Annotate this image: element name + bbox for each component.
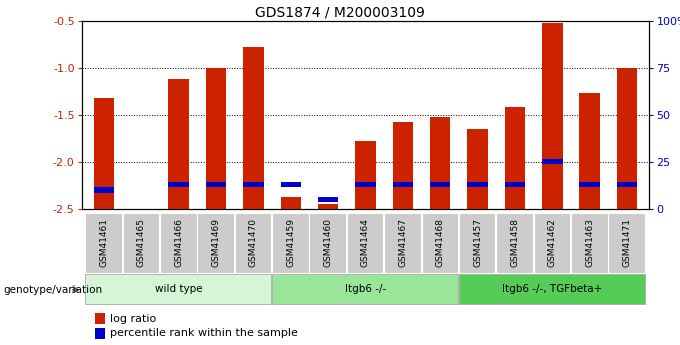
Text: wild type: wild type xyxy=(155,284,203,294)
Bar xyxy=(235,213,271,273)
Bar xyxy=(160,213,197,273)
Bar xyxy=(384,213,421,273)
Bar xyxy=(496,213,533,273)
Text: genotype/variation: genotype/variation xyxy=(3,285,103,295)
Bar xyxy=(169,182,189,187)
Bar xyxy=(617,68,637,209)
Bar xyxy=(355,182,376,187)
Bar xyxy=(542,22,562,209)
Bar xyxy=(430,182,450,187)
Bar xyxy=(318,197,339,202)
Bar xyxy=(459,213,496,273)
Bar xyxy=(392,122,413,209)
Bar xyxy=(206,182,226,187)
Text: GSM41461: GSM41461 xyxy=(99,218,109,267)
Text: GSM41459: GSM41459 xyxy=(286,218,295,267)
Text: GSM41471: GSM41471 xyxy=(622,218,632,267)
Bar xyxy=(85,213,122,273)
Text: GDS1874 / M200003109: GDS1874 / M200003109 xyxy=(255,5,425,19)
Bar xyxy=(355,141,376,209)
Bar xyxy=(95,313,105,324)
Bar xyxy=(197,213,234,273)
Text: GSM41458: GSM41458 xyxy=(511,218,520,267)
Bar xyxy=(467,129,488,209)
Bar xyxy=(467,182,488,187)
Bar xyxy=(534,213,571,273)
Text: percentile rank within the sample: percentile rank within the sample xyxy=(110,328,298,338)
Bar xyxy=(122,213,159,273)
Bar xyxy=(272,274,458,304)
Bar xyxy=(505,182,525,187)
Text: log ratio: log ratio xyxy=(110,314,156,324)
Text: GSM41470: GSM41470 xyxy=(249,218,258,267)
Bar xyxy=(617,182,637,187)
Text: GSM41463: GSM41463 xyxy=(585,218,594,267)
Bar xyxy=(430,117,450,209)
Bar xyxy=(318,204,339,209)
Bar xyxy=(169,79,189,209)
Text: GSM41466: GSM41466 xyxy=(174,218,183,267)
Text: Itgb6 -/-: Itgb6 -/- xyxy=(345,284,386,294)
Bar xyxy=(505,107,525,209)
Bar xyxy=(579,93,600,209)
Bar xyxy=(243,182,264,187)
Bar xyxy=(609,213,645,273)
Bar xyxy=(95,328,105,339)
Text: GSM41469: GSM41469 xyxy=(211,218,220,267)
Text: GSM41460: GSM41460 xyxy=(324,218,333,267)
Text: GSM41462: GSM41462 xyxy=(548,218,557,267)
Bar xyxy=(309,213,346,273)
Bar xyxy=(281,197,301,209)
Bar xyxy=(281,182,301,187)
Bar xyxy=(94,98,114,209)
Text: GSM41457: GSM41457 xyxy=(473,218,482,267)
Text: GSM41468: GSM41468 xyxy=(436,218,445,267)
Text: GSM41465: GSM41465 xyxy=(137,218,146,267)
Text: GSM41467: GSM41467 xyxy=(398,218,407,267)
Bar xyxy=(422,213,458,273)
Bar xyxy=(459,274,645,304)
Bar xyxy=(347,213,384,273)
Bar xyxy=(85,274,271,304)
Bar xyxy=(243,47,264,209)
Bar xyxy=(272,213,309,273)
Bar xyxy=(94,187,114,193)
Bar xyxy=(542,159,562,164)
Bar xyxy=(392,182,413,187)
Text: GSM41464: GSM41464 xyxy=(361,218,370,267)
Text: Itgb6 -/-, TGFbeta+: Itgb6 -/-, TGFbeta+ xyxy=(502,284,602,294)
Bar xyxy=(579,182,600,187)
Bar xyxy=(571,213,607,273)
Bar xyxy=(206,68,226,209)
